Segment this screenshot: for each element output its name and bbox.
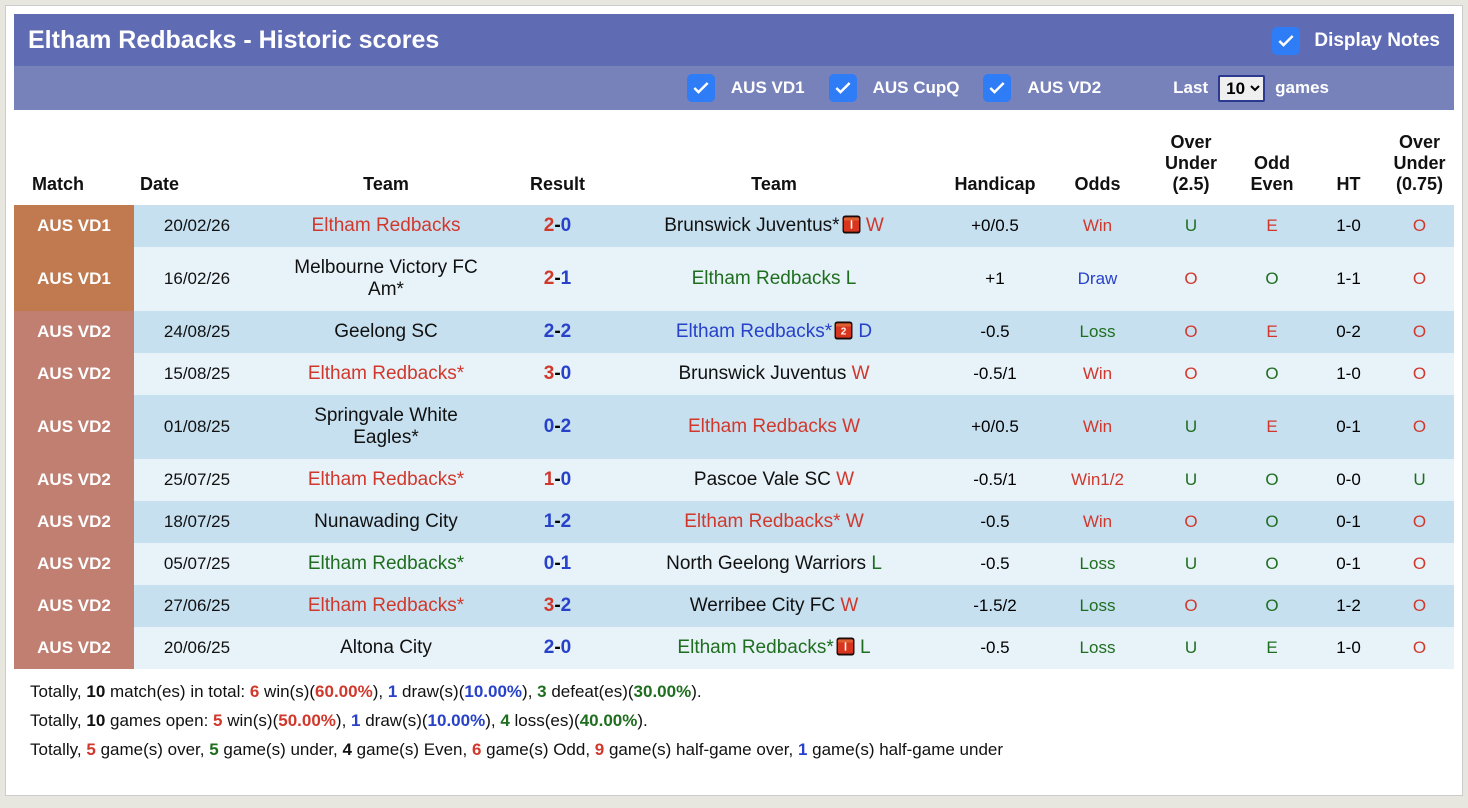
svg-text:2: 2 — [841, 326, 847, 337]
